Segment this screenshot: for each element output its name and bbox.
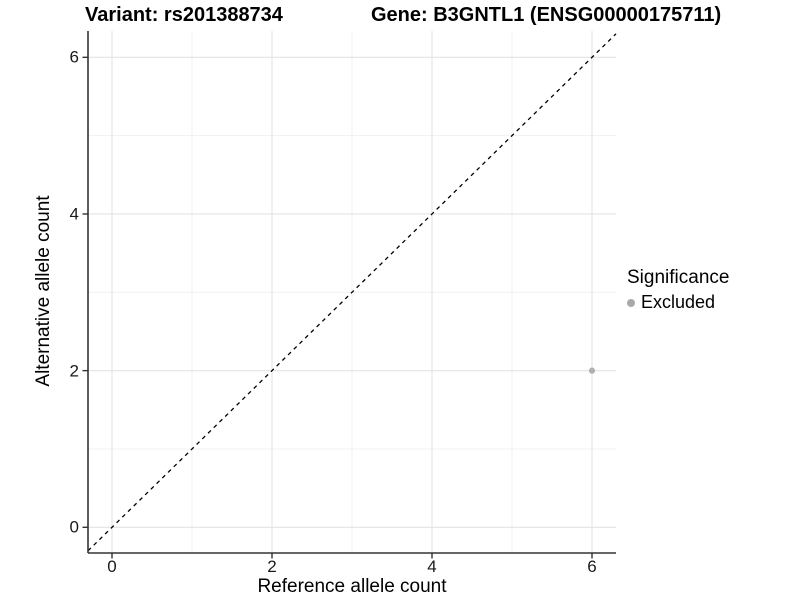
identity-reference-line [87, 33, 617, 552]
legend-entry-excluded: Excluded [627, 292, 729, 313]
plot-title-gene: Gene: B3GNTL1 (ENSG00000175711) [371, 4, 722, 26]
legend-point-icon [627, 298, 635, 307]
data-point-excluded [588, 367, 596, 374]
x-tick-label: 4 [427, 557, 437, 576]
y-tick-label: 2 [69, 361, 79, 381]
x-axis-title: Reference allele count [257, 576, 447, 597]
legend-entry-label: Excluded [641, 292, 716, 312]
plot-title-variant: Variant: rs201388734 [85, 4, 283, 26]
legend-title: Significance [627, 267, 730, 288]
y-tick-label: 0 [69, 517, 79, 537]
y-axis-title: Alternative allele count [33, 195, 54, 387]
legend: Significance Excluded [627, 267, 729, 313]
x-tick-label: 2 [267, 557, 277, 576]
y-tick-label: 4 [69, 204, 79, 224]
x-tick-label: 6 [587, 557, 597, 576]
x-tick-label: 0 [107, 557, 117, 576]
y-tick-label: 6 [69, 47, 79, 67]
